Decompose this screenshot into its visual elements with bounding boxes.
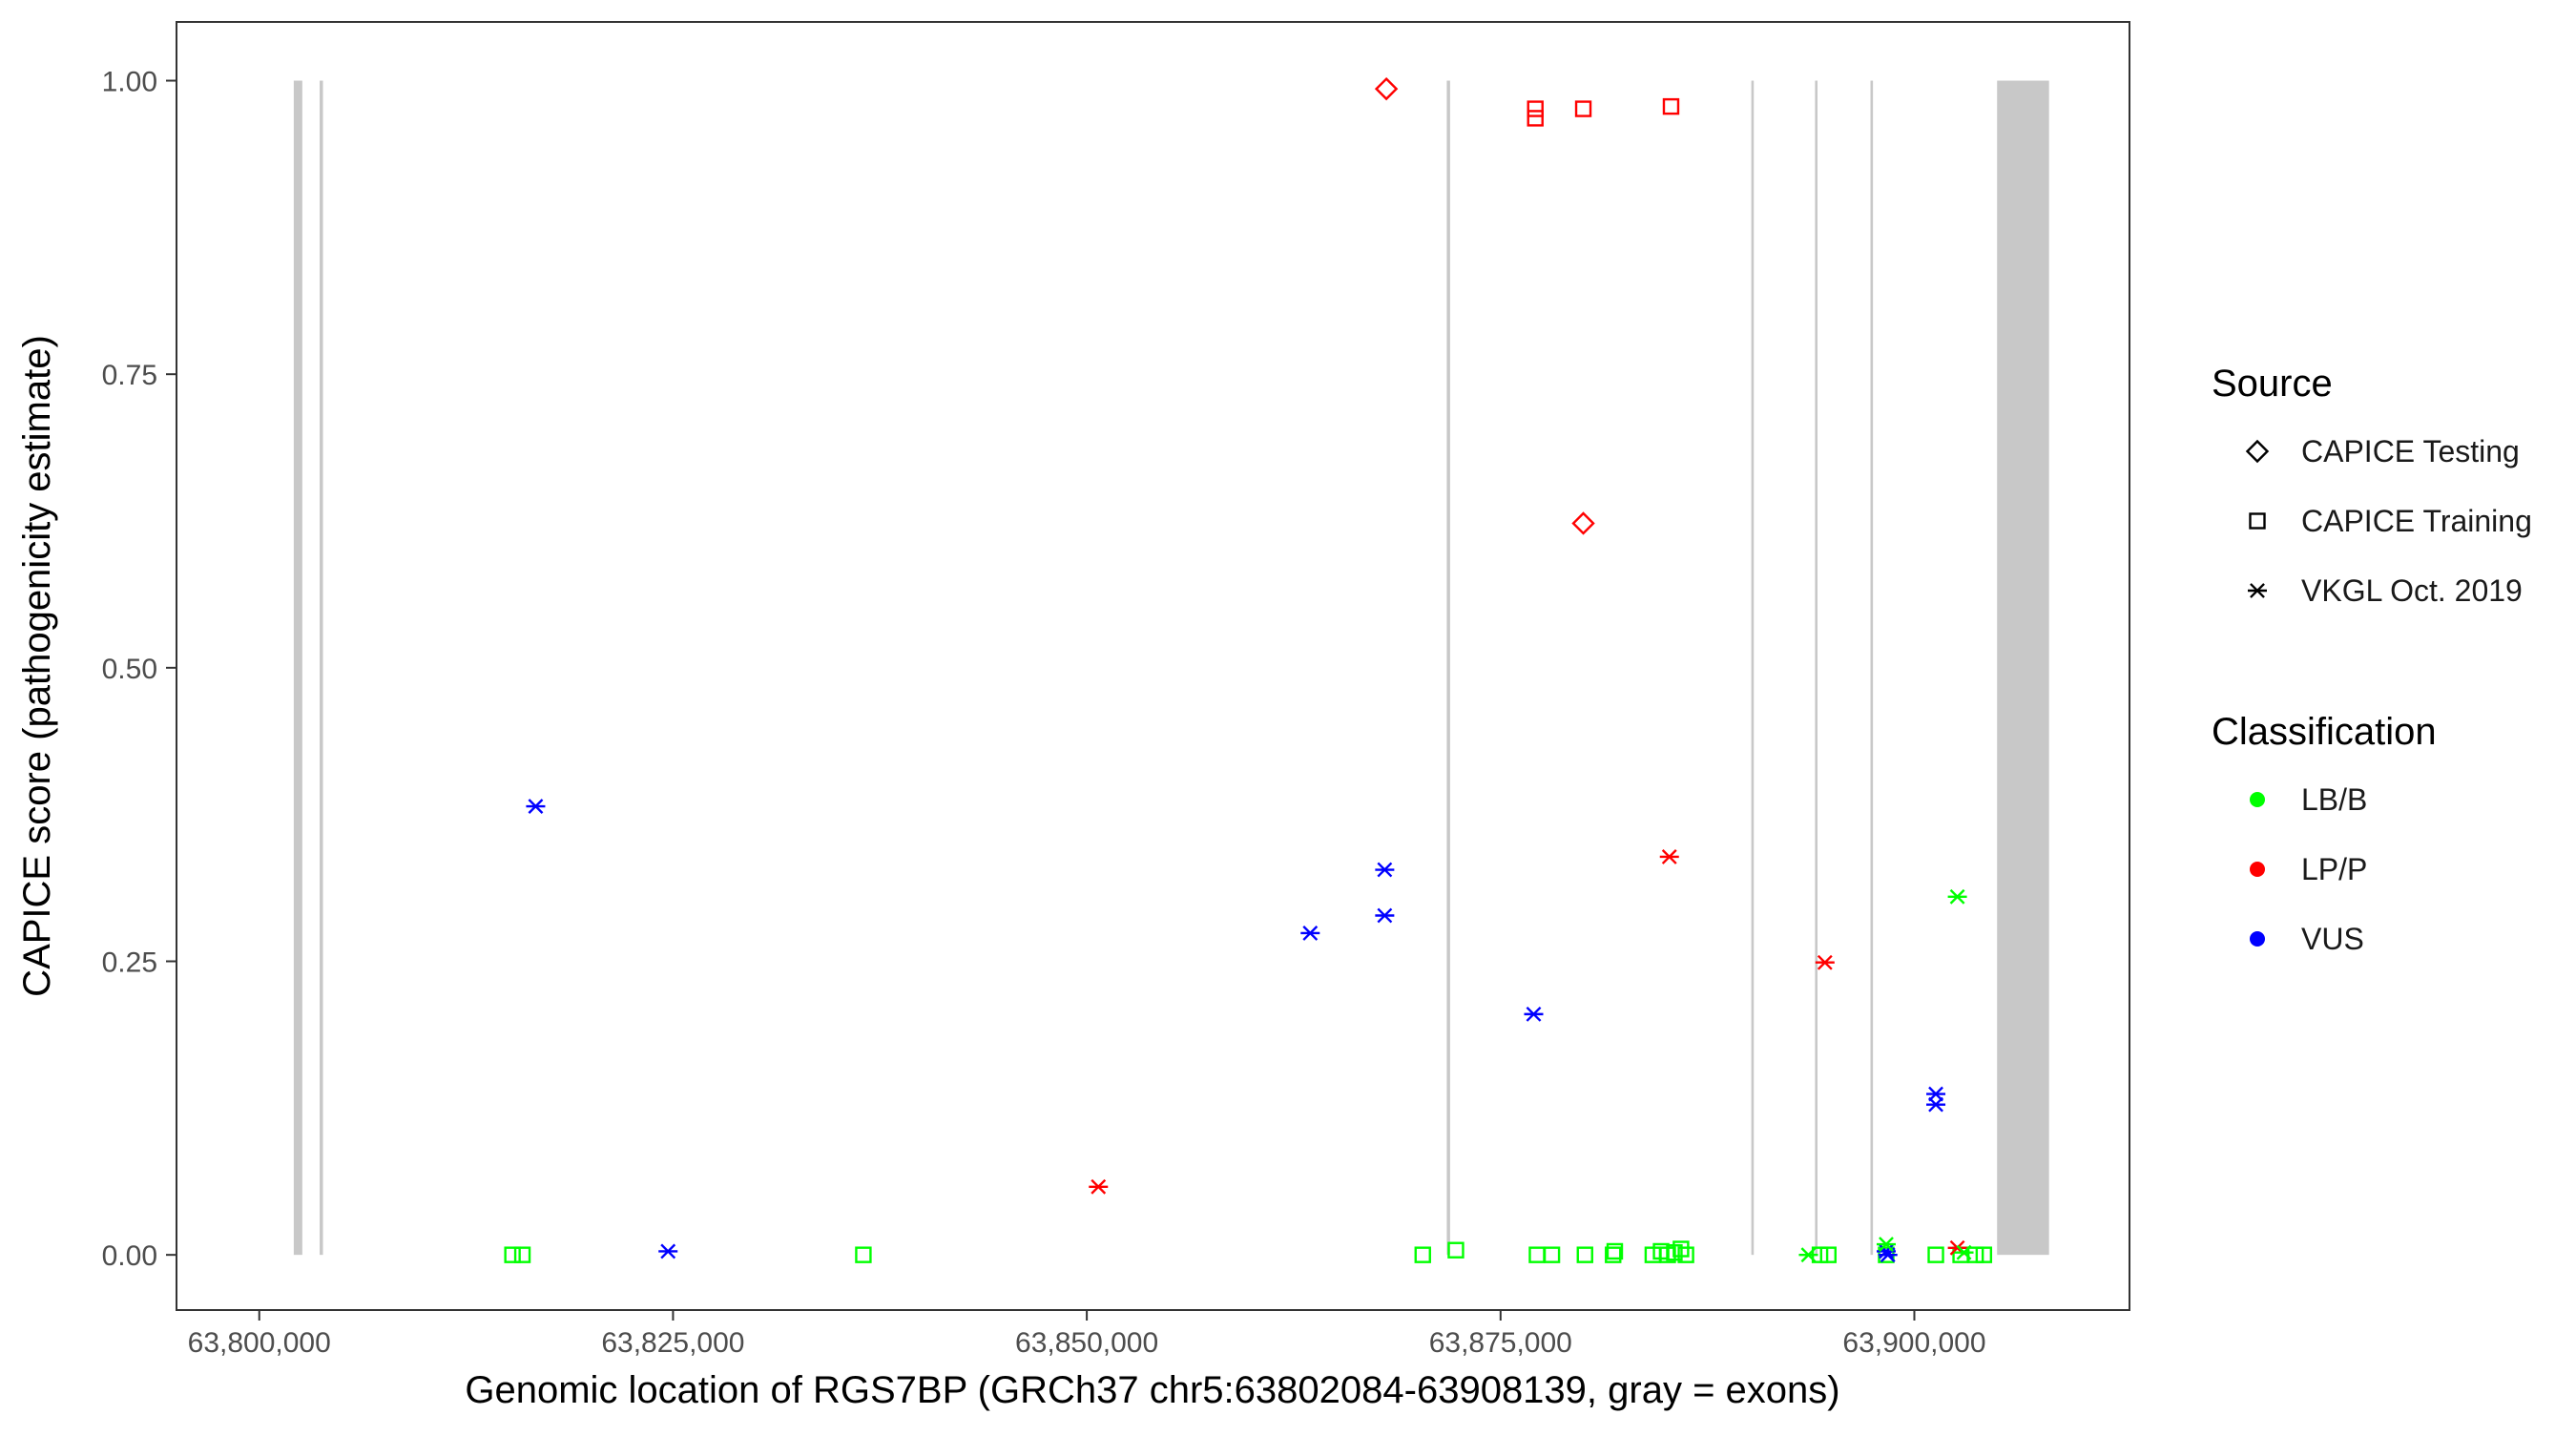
data-point-capice-training-7: [855, 1246, 872, 1263]
legend-classification-label-lbb: LB/B: [2301, 782, 2367, 817]
y-tick-label-3: 0.50: [102, 654, 157, 685]
data-point-vkgl-oct-2019-16: [1798, 1247, 1818, 1263]
legend-classification-label-lpp: LP/P: [2301, 852, 2367, 886]
legend-key-dot-1: [2250, 792, 2265, 807]
exon-band-1: [293, 80, 302, 1256]
exon-band-3: [1446, 80, 1450, 1256]
data-point-vkgl-oct-2019-4: [1375, 862, 1395, 878]
exon-layer: [293, 80, 2049, 1256]
x-tick-label-4: 63,875,000: [1429, 1327, 1572, 1359]
data-point-capice-training-12: [1576, 1246, 1593, 1263]
exon-band-2: [320, 80, 323, 1256]
data-point-capice-training-4: [1662, 97, 1680, 115]
legend-source-label-testing: CAPICE Testing: [2301, 434, 2520, 468]
data-point-vkgl-oct-2019-2: [658, 1243, 678, 1259]
data-point-capice-training-1: [1527, 100, 1544, 117]
data-point-vkgl-oct-2019-10: [1926, 1096, 1946, 1113]
data-point-vkgl-oct-2019-17: [1876, 1237, 1896, 1253]
data-point-capice-training-19: [1672, 1240, 1690, 1258]
exon-band-6: [1870, 80, 1874, 1256]
exon-band-7: [1997, 80, 2049, 1256]
legend-source-label-training: CAPICE Training: [2301, 504, 2532, 538]
data-point-vkgl-oct-2019-12: [1659, 849, 1679, 864]
panel-border: [176, 21, 2130, 1311]
axis-layer: 63,800,000 63,825,000 63,850,000 63,875,000…: [102, 67, 1986, 1359]
data-point-vkgl-oct-2019-18: [1954, 1244, 1974, 1260]
legend: Source CAPICE Testing CAPICE Training VK…: [2212, 363, 2532, 956]
data-point-capice-training-9: [1447, 1241, 1465, 1259]
legend-key-asterisk: [2248, 583, 2267, 598]
data-point-capice-testing-2: [1571, 511, 1595, 535]
data-point-capice-training-6: [513, 1246, 531, 1263]
y-tick-label-1: 0.00: [102, 1240, 157, 1272]
data-point-capice-training-13: [1605, 1246, 1622, 1263]
data-point-capice-training-20: [1677, 1246, 1694, 1263]
y-axis-label: CAPICE score (pathogenicity estimate): [16, 335, 58, 997]
legend-key-square: [2249, 512, 2266, 530]
data-point-vkgl-oct-2019-5: [1375, 907, 1395, 924]
y-tick-label-4: 0.75: [102, 360, 157, 391]
data-point-vkgl-oct-2019-6: [1524, 1006, 1544, 1022]
exon-band-4: [1751, 80, 1755, 1256]
data-point-capice-training-2: [1527, 110, 1544, 127]
data-point-capice-training-27: [1975, 1246, 1993, 1263]
y-tick-label-2: 0.25: [102, 947, 157, 979]
data-point-capice-training-11: [1543, 1246, 1561, 1263]
legend-source-label-vkgl: VKGL Oct. 2019: [2301, 573, 2523, 608]
x-tick-label-5: 63,900,000: [1842, 1327, 1985, 1359]
legend-key-dot-2: [2250, 862, 2265, 877]
x-tick-label-3: 63,850,000: [1015, 1327, 1158, 1359]
data-point-vkgl-oct-2019-11: [1089, 1178, 1109, 1195]
exon-band-5: [1815, 80, 1818, 1256]
data-point-vkgl-oct-2019-1: [526, 799, 546, 814]
legend-keys: [2245, 439, 2270, 947]
data-point-vkgl-oct-2019-15: [1947, 888, 1967, 905]
legend-key-dot-3: [2250, 931, 2265, 947]
x-tick-label-1: 63,800,000: [188, 1327, 331, 1359]
x-axis-label: Genomic location of RGS7BP (GRCh37 chr5:…: [465, 1369, 1839, 1411]
data-point-vkgl-oct-2019-3: [1300, 926, 1320, 941]
legend-source-title: Source: [2212, 363, 2333, 405]
data-point-capice-training-24: [1927, 1246, 1944, 1263]
legend-key-diamond: [2245, 439, 2270, 464]
legend-classification-label-vus: VUS: [2301, 922, 2364, 956]
x-tick-label-2: 63,825,000: [601, 1327, 744, 1359]
data-point-capice-training-14: [1606, 1242, 1624, 1260]
legend-classification-title: Classification: [2212, 711, 2437, 753]
data-point-capice-training-22: [1819, 1246, 1837, 1263]
data-point-capice-training-5: [504, 1246, 521, 1263]
point-layer: [504, 76, 1993, 1263]
data-point-capice-training-3: [1574, 100, 1592, 117]
data-point-capice-training-8: [1414, 1246, 1431, 1263]
data-point-vkgl-oct-2019-13: [1815, 954, 1835, 970]
data-point-capice-testing-1: [1374, 76, 1399, 101]
y-tick-label-5: 1.00: [102, 67, 157, 98]
